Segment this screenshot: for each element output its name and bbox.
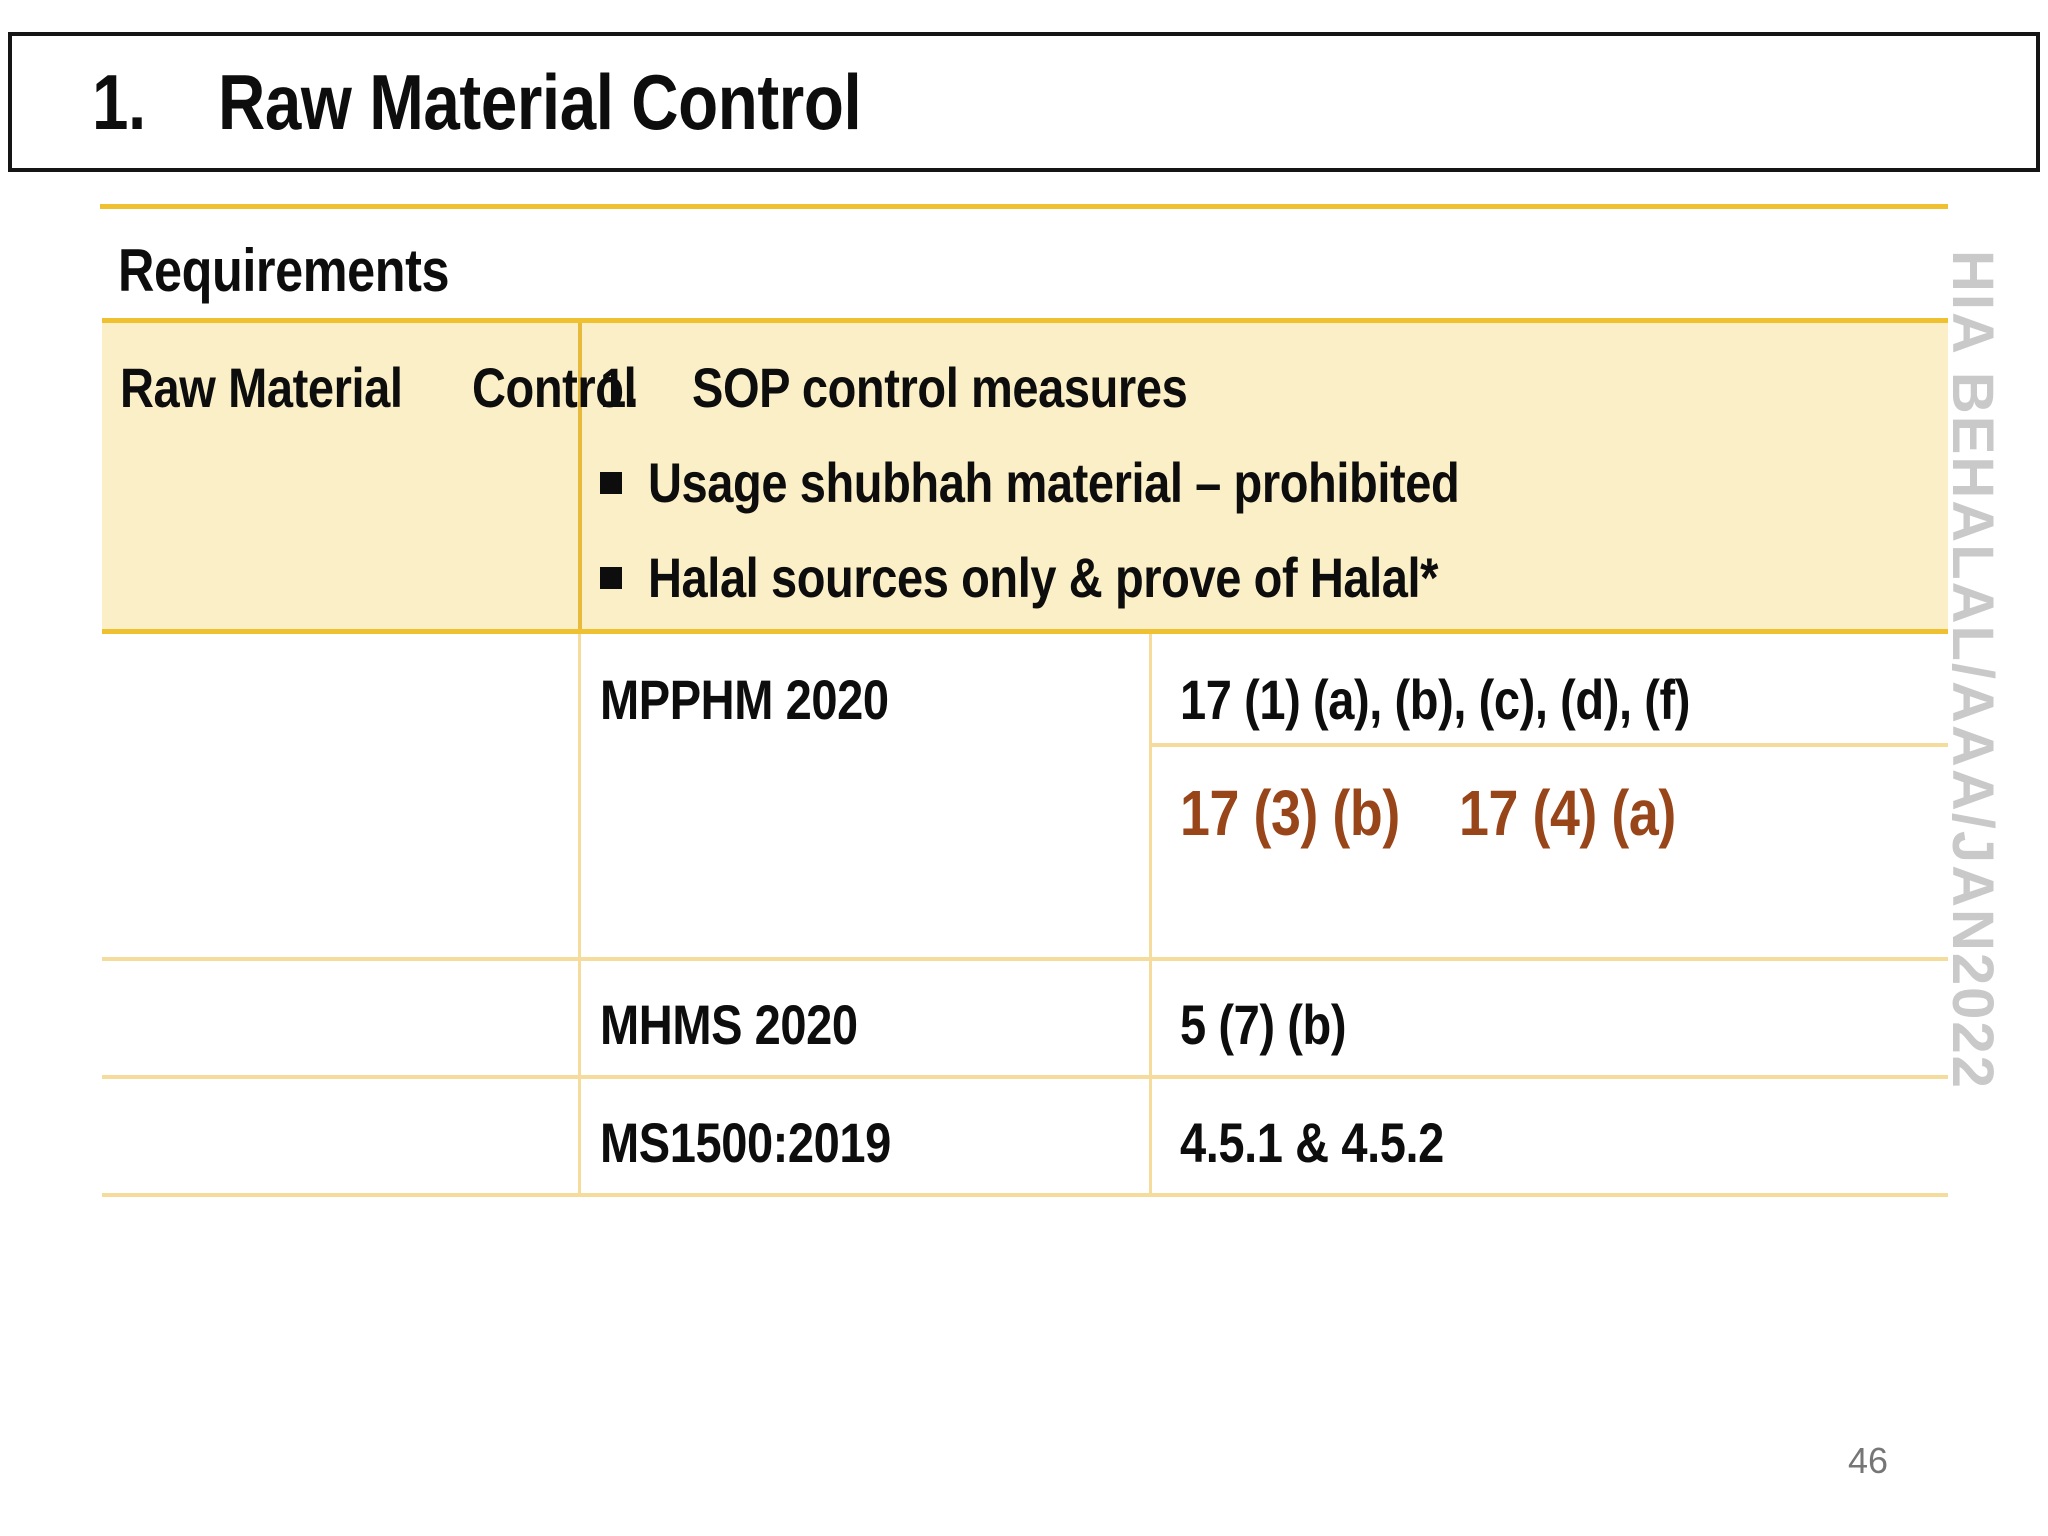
divider-below-row1 (102, 629, 1948, 634)
divider-above-ms1500 (102, 1075, 1948, 1079)
divider-within-mpphm (1149, 743, 1948, 747)
cell-raw-material-control: Raw Material Control (120, 340, 667, 435)
divider-below-heading (102, 318, 1948, 323)
cell-clause-ms1500: 4.5.1 & 4.5.2 (1180, 1103, 1494, 1183)
cell-standard-mpphm: MPPHM 2020 (600, 660, 944, 740)
column-divider-1 (578, 634, 581, 1196)
requirements-row-highlight (102, 323, 1948, 630)
bullet-item-1: Usage shubhah material – prohibited (600, 435, 1614, 530)
sop-numbered-item: 1. SOP control measures (600, 340, 1614, 435)
sop-item-number: 1. (600, 356, 639, 419)
title-box: 1. Raw Material Control (8, 32, 2040, 172)
bullet-square-icon (600, 471, 622, 494)
standard-ms1500-label: MS1500:2019 (600, 1111, 891, 1174)
raw-material-line2: Control (471, 356, 637, 419)
watermark-text: HIA BEHALAL/AAA/JAN2022 (1940, 250, 2005, 1090)
bullet-square-icon (600, 566, 622, 589)
divider-above-mhms (102, 957, 1948, 961)
page-title: Raw Material Control (218, 57, 862, 146)
column-divider-1-row1 (578, 323, 582, 629)
standard-mpphm-label: MPPHM 2020 (600, 668, 889, 731)
cell-clauses-mpphm-black: 17 (1) (a), (b), (c), (d), (f) (1180, 660, 1787, 740)
clause-17-3-b: 17 (3) (b) (1180, 777, 1400, 849)
clause-ms1500-text: 4.5.1 & 4.5.2 (1180, 1111, 1444, 1174)
cell-sop-measures: 1. SOP control measures Usage shubhah ma… (600, 340, 1614, 625)
cell-clauses-mpphm-red: 17 (3) (b) 17 (4) (a) (1180, 770, 1718, 856)
cell-standard-ms1500: MS1500:2019 (600, 1103, 946, 1183)
clauses-mpphm-black-text: 17 (1) (a), (b), (c), (d), (f) (1180, 668, 1691, 731)
bullet-item-1-text: Usage shubhah material – prohibited (648, 451, 1460, 514)
standard-mhms-label: MHMS 2020 (600, 993, 858, 1056)
divider-table-bottom (102, 1193, 1948, 1197)
bullet-item-2-text: Halal sources only & prove of Halal* (648, 546, 1439, 609)
cell-clause-mhms: 5 (7) (b) (1180, 985, 1378, 1065)
cell-standard-mhms: MHMS 2020 (600, 985, 907, 1065)
raw-material-line1: Raw Material (120, 356, 403, 419)
divider-top (100, 204, 1948, 209)
clause-17-4-a: 17 (4) (a) (1459, 777, 1677, 849)
clause-mhms-text: 5 (7) (b) (1180, 993, 1347, 1056)
sop-item-text: SOP control measures (691, 356, 1188, 419)
title-number: 1. (92, 57, 146, 146)
page-number: 46 (1848, 1440, 1889, 1481)
section-heading-label: Requirements (118, 237, 450, 304)
section-heading: Requirements (118, 236, 512, 305)
bullet-item-2: Halal sources only & prove of Halal* (600, 530, 1614, 625)
column-divider-2 (1149, 634, 1152, 1196)
